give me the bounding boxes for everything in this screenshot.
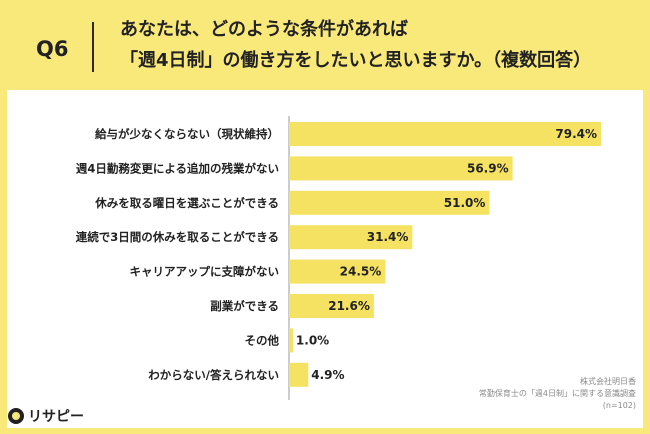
bar bbox=[289, 362, 309, 387]
bar bbox=[289, 259, 386, 284]
category-label: 週4日勤務変更による追加の残業がない bbox=[76, 161, 279, 175]
value-label: 4.9% bbox=[311, 368, 344, 382]
value-label: 21.6% bbox=[328, 299, 370, 313]
value-label: 79.4% bbox=[555, 127, 597, 141]
credit-company: 株式会社明日香 bbox=[580, 377, 636, 386]
title-line-1: あなたは、どのような条件があれば bbox=[120, 19, 408, 40]
category-label: 副業ができる bbox=[210, 299, 279, 313]
header: Q6 あなたは、どのような条件があれば 「週4日制」の働き方をしたいと思いますか… bbox=[0, 0, 650, 90]
bar bbox=[289, 156, 513, 181]
category-label: 休みを取る曜日を選ぶことができる bbox=[94, 196, 279, 210]
header-divider bbox=[92, 22, 94, 72]
survey-credit: 株式会社明日香 常勤保育士の「週4日制」に関する意識調査 (n=102) bbox=[479, 376, 636, 412]
category-label: 連続で3日間の休みを取ることができる bbox=[76, 230, 279, 244]
value-label: 31.4% bbox=[367, 230, 409, 244]
credit-survey: 常勤保育士の「週4日制」に関する意識調査 bbox=[478, 389, 636, 398]
bar bbox=[289, 225, 413, 250]
value-label: 24.5% bbox=[340, 265, 382, 279]
bar bbox=[289, 328, 293, 353]
category-label: その他 bbox=[245, 333, 280, 347]
chart-panel bbox=[7, 90, 643, 428]
value-label: 51.0% bbox=[444, 196, 486, 210]
question-label: Q6 bbox=[36, 37, 69, 61]
bar bbox=[289, 190, 490, 215]
category-label: キャリアアップに支障がない bbox=[130, 265, 280, 279]
logo-icon bbox=[8, 408, 24, 424]
page-title: あなたは、どのような条件があれば 「週4日制」の働き方をしたいと思いますか。（複… bbox=[120, 14, 591, 76]
value-label: 1.0% bbox=[296, 333, 329, 347]
bar bbox=[289, 122, 602, 146]
value-label: 56.9% bbox=[467, 161, 509, 175]
bar bbox=[289, 294, 374, 318]
credit-sample: (n=102) bbox=[602, 401, 636, 410]
category-label: 給与が少なくならない（現状維持） bbox=[95, 127, 279, 141]
brand-logo: リサピー bbox=[8, 404, 84, 428]
category-label: わからない/答えられない bbox=[148, 368, 279, 382]
logo-text: リサピー bbox=[28, 409, 84, 425]
title-line-2: 「週4日制」の働き方をしたいと思いますか。（複数回答） bbox=[120, 50, 592, 71]
